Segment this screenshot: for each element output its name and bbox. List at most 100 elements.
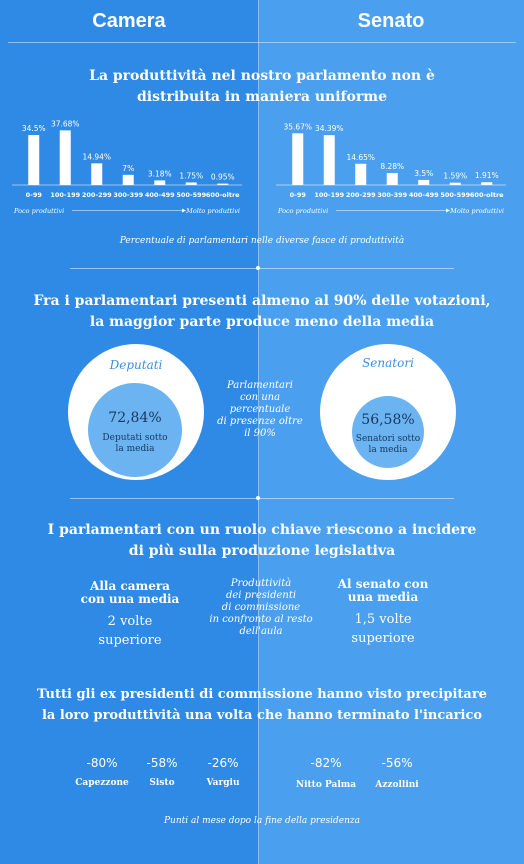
- tick-label: 400-499: [145, 191, 175, 199]
- tick-label: 600-oltre: [206, 191, 240, 199]
- bar-chart-svg: 34.5% 0-99 37.68% 100-199 14.94% 200-299 7% 300…: [12, 119, 242, 215]
- senatori-label: Senatori sotto la media: [342, 434, 434, 456]
- tick-label: 200-299: [346, 191, 376, 199]
- bar-value-label: 3.18%: [148, 169, 172, 178]
- deputati-label-line2: la media: [115, 444, 155, 454]
- camera-key-value: 2 volte superiore: [60, 612, 200, 650]
- tick-label: 300-399: [377, 191, 407, 199]
- bar-value-label: 1.59%: [443, 172, 467, 181]
- section2-title-line1: Fra i parlamentari presenti almeno al 90…: [33, 293, 491, 309]
- middle-note-line: con una: [239, 392, 281, 403]
- bar: [28, 134, 40, 185]
- senato-productivity-chart: 35.67% 0-99 34.39% 100-199 14.65% 200-299 8.28…: [274, 110, 508, 222]
- camera-key-heading: Alla camera con una media: [60, 580, 200, 606]
- deputati-label-line1: Deputati sotto: [102, 433, 168, 443]
- axis-right-label: Molto produttivi: [449, 207, 504, 215]
- bar: [91, 163, 103, 185]
- bar: [355, 163, 367, 185]
- section1-title-line2: distribuita in maniera uniforme: [137, 89, 387, 105]
- bar-value-label: 34.5%: [22, 124, 46, 133]
- drop-value: -58%: [146, 756, 178, 770]
- deputati-value: 72,84%: [108, 410, 162, 426]
- section4-title-line2: la loro produttività una volta che hanno…: [41, 708, 483, 723]
- header-underline: [8, 42, 516, 43]
- section3-title: I parlamentari con un ruolo chiave riesc…: [0, 520, 524, 562]
- middle-note-line: dell'aula: [239, 626, 283, 637]
- drop-value: -82%: [310, 756, 342, 770]
- bar: [59, 130, 71, 185]
- axis-arrow-icon: [182, 208, 186, 213]
- camera-productivity-chart: 34.5% 0-99 37.68% 100-199 14.94% 200-299 7% 300…: [10, 110, 244, 222]
- drop-value: -80%: [86, 756, 118, 770]
- bar-value-label: 37.68%: [51, 119, 80, 128]
- camera-key-value-line: 2 volte: [107, 614, 153, 629]
- bar: [185, 182, 197, 185]
- camera-key-heading-line: con una media: [80, 592, 180, 606]
- drop-name: Vargiu: [206, 778, 240, 788]
- tick-label: 500-599: [176, 191, 206, 199]
- bar-value-label: 0.95%: [211, 173, 235, 182]
- bar-value-label: 14.65%: [346, 153, 375, 162]
- bar: [323, 135, 335, 185]
- bar-value-label: 8.28%: [380, 162, 404, 171]
- header-camera: Camera: [92, 10, 166, 32]
- deputati-title: Deputati: [109, 358, 163, 372]
- tick-label: 400-499: [409, 191, 439, 199]
- senatori-title: Senatori: [362, 356, 414, 370]
- senato-key-value: 1,5 volte superiore: [313, 610, 453, 648]
- bar: [292, 133, 304, 185]
- bar: [217, 183, 229, 185]
- deputati-inner-circle: [88, 383, 182, 477]
- tick-label: 300-399: [113, 191, 143, 199]
- senatori-inner-circle: [352, 396, 424, 468]
- bar-value-label: 3.5%: [414, 169, 433, 178]
- middle-note-line: il 90%: [244, 428, 276, 439]
- senatori-label-line1: Senatori sotto: [355, 434, 421, 444]
- drop-name: Capezzone: [75, 778, 129, 788]
- section1-title: La produttività nel nostro parlamento no…: [0, 66, 524, 108]
- header-senato: Senato: [357, 10, 425, 32]
- section1-caption: Percentuale di parlamentari nelle divers…: [119, 236, 405, 246]
- column-divider: [258, 0, 259, 864]
- bar-value-label: 35.67%: [283, 122, 312, 131]
- axis-left-label: Poco produttivi: [277, 207, 328, 215]
- middle-note-line: in confronto al resto: [209, 614, 313, 625]
- tick-label: 600-oltre: [470, 191, 504, 199]
- axis-arrow-icon: [446, 208, 450, 213]
- bar: [481, 182, 493, 185]
- section3-middle-note: Produttività dei presidenti di commissio…: [196, 578, 326, 638]
- senatori-label-line2: la media: [368, 445, 408, 455]
- section1-title-line1: La produttività nel nostro parlamento no…: [89, 68, 435, 84]
- tick-label: 0-99: [290, 191, 307, 199]
- drop-value: -56%: [381, 756, 413, 770]
- bar-value-label: 14.94%: [82, 152, 111, 161]
- senato-key-heading-line: Al senato con: [337, 577, 429, 591]
- bar: [418, 179, 430, 185]
- middle-note-line: percentuale: [229, 404, 291, 415]
- middle-note-line: di presenze oltre: [217, 416, 303, 427]
- bar-value-label: 34.39%: [315, 124, 344, 133]
- separator-2: [70, 498, 454, 499]
- section2-middle-note: Parlamentari con una percentuale di pres…: [200, 380, 320, 440]
- camera-key-heading-line: Alla camera: [90, 579, 170, 593]
- bar: [154, 180, 166, 185]
- tick-label: 200-299: [82, 191, 112, 199]
- deputati-label: Deputati sotto la media: [88, 433, 182, 455]
- senato-key-value-line: superiore: [351, 631, 415, 646]
- bar-value-label: 7%: [122, 164, 134, 173]
- tick-label: 500-599: [440, 191, 470, 199]
- middle-note-line: Parlamentari: [227, 380, 293, 391]
- senato-key-heading-line: una media: [347, 590, 419, 604]
- camera-key-value-line: superiore: [98, 633, 162, 648]
- middle-note-line: di commissione: [221, 602, 301, 613]
- senato-key-value-line: 1,5 volte: [354, 612, 412, 627]
- bar: [386, 172, 398, 185]
- section3-title-line1: I parlamentari con un ruolo chiave riesc…: [47, 522, 477, 538]
- senato-key-heading: Al senato con una media: [313, 578, 453, 604]
- section2-title: Fra i parlamentari presenti almeno al 90…: [0, 291, 524, 333]
- axis-right-label: Molto produttivi: [185, 207, 240, 215]
- separator-1: [70, 268, 454, 269]
- tick-label: 0-99: [26, 191, 43, 199]
- section4-title: Tutti gli ex presidenti di commissione h…: [0, 684, 524, 726]
- drop-name: Sisto: [149, 778, 175, 788]
